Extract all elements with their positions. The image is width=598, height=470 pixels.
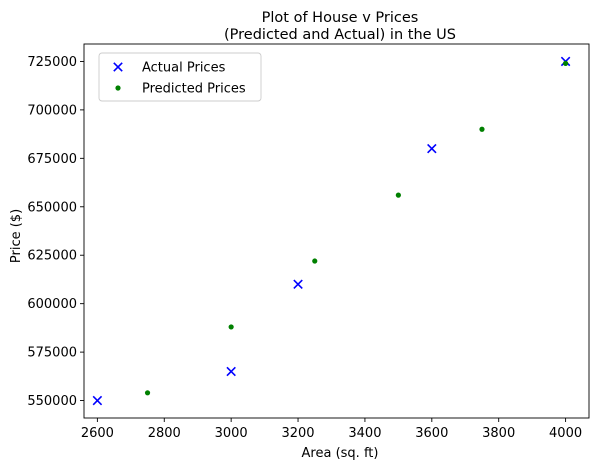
legend: Actual Prices Predicted Prices	[98, 52, 262, 102]
x-marker-stroke	[427, 143, 437, 154]
legend-box	[98, 52, 262, 102]
chart-title-line-2: (Predicted and Actual) in the US	[224, 27, 456, 43]
legend-label: Predicted Prices	[142, 82, 246, 97]
x-axis-ticks: 2600 2800 3000 3200 3400 3600 3800 4000	[81, 418, 582, 441]
predicted-price-point	[144, 390, 151, 396]
predicted-price-point	[228, 324, 234, 330]
y-tick-label: 725000	[27, 55, 77, 70]
actual-price-point	[293, 279, 303, 290]
x-tick-label: 3400	[348, 426, 381, 441]
y-tick-label: 675000	[27, 152, 77, 167]
predicted-price-point	[562, 60, 569, 66]
x-marker-stroke	[293, 279, 303, 290]
x-tick-label: 2800	[148, 426, 181, 441]
data-points	[92, 56, 571, 406]
y-tick-label: 625000	[27, 249, 77, 264]
actual-price-point	[92, 395, 103, 406]
y-tick-label: 650000	[27, 200, 77, 215]
predicted-price-point	[312, 258, 318, 264]
predicted-price-point	[479, 126, 485, 132]
y-tick-label: 700000	[27, 103, 77, 118]
x-tick-label: 2600	[81, 426, 114, 441]
plot-frame	[83, 43, 590, 419]
plot-area	[83, 43, 590, 419]
chart-title-line-1: Plot of House v Prices	[262, 10, 419, 26]
legend-marker-predicted	[115, 85, 121, 91]
x-tick-label: 3600	[415, 426, 448, 441]
y-tick-label: 600000	[27, 297, 77, 312]
actual-price-point	[226, 366, 236, 377]
x-axis-label: Area (sq. ft)	[302, 446, 379, 461]
legend-marker-actual	[113, 62, 123, 72]
y-axis-label: Price ($)	[9, 209, 24, 263]
y-tick-label: 550000	[27, 394, 77, 409]
x-tick-label: 3200	[281, 426, 314, 441]
chart-title: Plot of House v Prices (Predicted and Ac…	[224, 10, 456, 43]
y-axis-ticks: 550000 575000 600000 625000 650000 675000 7000…	[27, 55, 84, 409]
x-marker-stroke	[92, 395, 103, 406]
x-tick-label: 4000	[549, 426, 582, 441]
x-marker-stroke	[113, 62, 123, 72]
x-tick-label: 3000	[215, 426, 248, 441]
legend-label: Actual Prices	[142, 61, 226, 76]
y-tick-label: 575000	[27, 346, 77, 361]
x-marker-stroke	[226, 366, 236, 377]
x-tick-label: 3800	[482, 426, 515, 441]
predicted-price-point	[395, 192, 401, 198]
actual-price-point	[427, 143, 437, 154]
